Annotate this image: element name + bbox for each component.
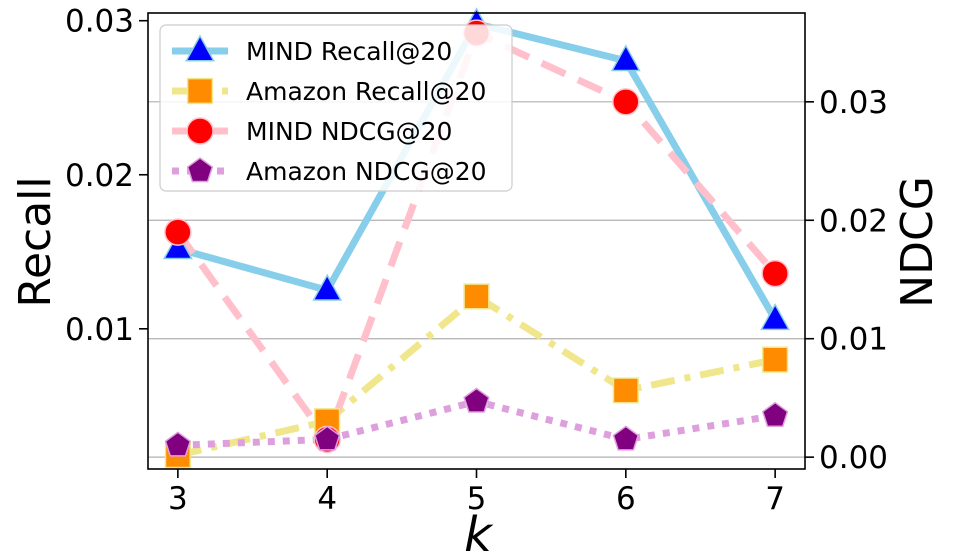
mind-recall-20-point: [610, 44, 641, 72]
amazon-ndcg-20-point: [463, 387, 490, 413]
amazon-recall-20-line: [177, 292, 776, 459]
amazon-ndcg-20-point: [612, 425, 640, 451]
mind-ndcg-20-point: [164, 218, 192, 246]
x-tick-label: 6: [616, 481, 636, 517]
y-axis-label-left: Recall: [10, 176, 61, 307]
y-axis-label-right: NDCG: [892, 176, 943, 308]
left-tick-label: 0.02: [65, 158, 134, 194]
amazon-recall-20-point: [762, 346, 789, 373]
amazon-recall-20-point: [463, 283, 490, 310]
right-tick-label: 0.01: [819, 322, 888, 358]
left-tick-label: 0.01: [65, 312, 134, 348]
right-tick-label: 0.00: [819, 440, 888, 476]
amazon-ndcg-20-point: [164, 431, 192, 457]
mind-recall-20-point: [760, 303, 791, 331]
right-axis-ticks: 0.00 0.01 0.02 0.03: [805, 85, 888, 476]
legend-label-amazon-ndcg-20: Amazon NDCG@20: [246, 157, 487, 186]
right-tick-label: 0.03: [819, 85, 888, 121]
legend-marker-amazon-ndcg-20: [186, 157, 214, 183]
legend-marker-mind-ndcg-20: [186, 117, 214, 145]
legend-marker-mind-recall-20: [185, 34, 215, 62]
x-axis-label: k: [464, 507, 494, 555]
legend: MIND Recall@20 Amazon Recall@20 MIND NDCG@…: [159, 24, 513, 192]
left-tick-label: 0.03: [65, 4, 134, 40]
x-tick-label: 4: [317, 481, 337, 517]
mind-recall-20-point: [312, 273, 343, 301]
left-axis-ticks: 0.01 0.02 0.03: [65, 4, 148, 348]
mind-recall-20-point: [162, 232, 193, 260]
x-tick-label: 5: [467, 481, 487, 517]
x-tick-label: 3: [168, 481, 188, 517]
x-axis-ticks: 3 4 5 6 7: [168, 469, 785, 517]
legend-label-amazon-recall-20: Amazon Recall@20: [246, 77, 486, 106]
legend-label-mind-recall-20: MIND Recall@20: [246, 37, 452, 66]
mind-ndcg-20-point: [761, 259, 789, 288]
amazon-ndcg-20-point: [313, 425, 341, 451]
amazon-recall-20-point: [612, 377, 639, 404]
amazon-ndcg-20-point: [761, 401, 789, 427]
legend-label-mind-ndcg-20: MIND NDCG@20: [246, 117, 452, 146]
legend-marker-amazon-recall-20: [186, 77, 214, 105]
right-tick-label: 0.02: [819, 203, 888, 239]
x-tick-label: 7: [765, 481, 785, 517]
mind-ndcg-20-point: [612, 88, 640, 116]
legend-box: [159, 24, 513, 192]
